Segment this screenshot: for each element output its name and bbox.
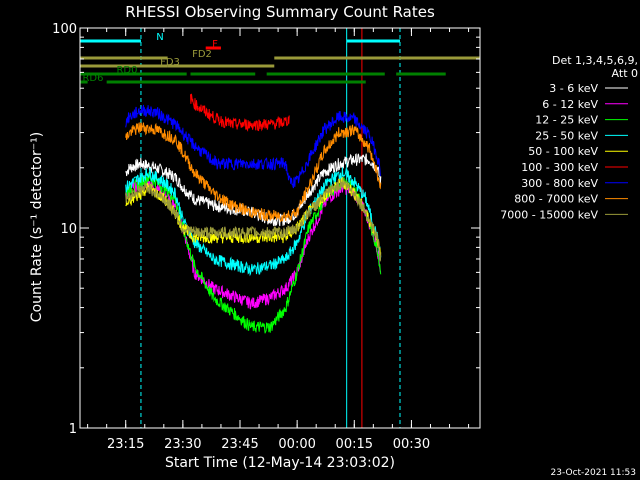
x-tick-label: 23:15 (107, 437, 144, 452)
flag-bar-label: FD2 (192, 49, 212, 60)
flag-bar-label: N (156, 32, 163, 43)
x-tick-label: 00:15 (336, 437, 373, 452)
y-tick-label: 1 (69, 422, 77, 437)
footer-timestamp: 23-Oct-2021 11:53 (551, 468, 636, 478)
series-line-7 (125, 104, 381, 189)
x-tick-label: 00:00 (278, 437, 315, 452)
legend-label: 6 - 12 keV (542, 98, 598, 111)
series-line-8 (125, 122, 382, 223)
series-line-9 (125, 177, 382, 262)
x-tick-label: 23:30 (164, 437, 201, 452)
legend-label: 7000 - 15000 keV (500, 208, 598, 221)
legend-label: 25 - 50 keV (535, 129, 598, 142)
legend-header: Att 0 (612, 67, 638, 80)
plot-series (125, 93, 382, 334)
legend: Det 1,3,4,5,6,9,Att 0 3 - 6 keV 6 - 12 keV… (500, 54, 638, 221)
axes: 23:15 23:30 23:45 00:00 00:15 00:30 1 10 100 (52, 22, 480, 452)
y-axis-label: Count Rate (s⁻¹ detector⁻¹) (29, 132, 45, 322)
legend-label: 300 - 800 keV (521, 177, 598, 190)
y-tick-label: 100 (52, 22, 77, 37)
series-line-1 (125, 153, 382, 227)
legend-label: 3 - 6 keV (549, 82, 598, 95)
flag-bar-label: FD3 (160, 57, 180, 68)
legend-label: 50 - 100 keV (528, 145, 598, 158)
flag-bar-label: RD6 (82, 73, 103, 84)
series-line-6 (190, 93, 290, 132)
legend-header: Det 1,3,4,5,6,9, (552, 54, 638, 67)
x-axis-label: Start Time (12-May-14 23:03:02) (165, 455, 395, 471)
x-tick-label: 00:30 (393, 437, 430, 452)
series-line-4 (125, 167, 382, 277)
legend-label: 12 - 25 keV (535, 114, 598, 127)
chart-title: RHESSI Observing Summary Count Rates (125, 3, 435, 21)
legend-label: 100 - 300 keV (521, 161, 598, 174)
y-tick-label: 10 (60, 222, 77, 237)
x-tick-label: 23:45 (221, 437, 258, 452)
legend-label: 800 - 7000 keV (514, 193, 598, 206)
flag-bar-label: F (212, 39, 218, 50)
flag-bar-label: RD0 (116, 65, 137, 76)
